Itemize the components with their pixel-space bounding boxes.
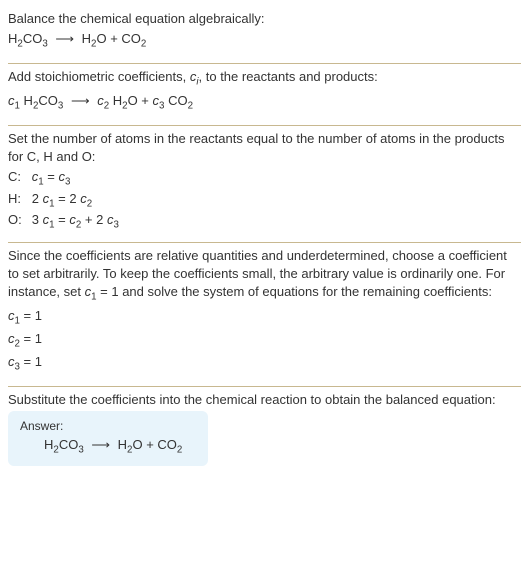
c-rhs-sub: 3	[65, 177, 70, 188]
sp1: H	[20, 93, 33, 108]
arrow-1: ⟶	[51, 30, 78, 48]
atom-eq-h: 2 c1 = 2 c2	[32, 190, 125, 211]
atoms-text: Set the number of atoms in the reactants…	[8, 130, 521, 166]
coef-1: c1 = 1	[8, 307, 521, 328]
sp1b: CO	[38, 93, 58, 108]
answer-label: Answer:	[20, 419, 196, 433]
arrow-2: ⟶	[67, 92, 94, 110]
ans-lhs-co-sub: 3	[78, 445, 83, 456]
answer-box: Answer: H2CO3 ⟶ H2O + CO2	[8, 411, 208, 466]
sp2: H	[109, 93, 122, 108]
coef-2: c2 = 1	[8, 330, 521, 351]
section-intro: Balance the chemical equation algebraica…	[8, 6, 521, 63]
solve-text-b: = 1 and solve the system of equations fo…	[97, 284, 492, 299]
rhs-co-sub: 2	[141, 39, 146, 50]
ans-rhs-co-sub: 2	[177, 445, 182, 456]
r2-eq: = 1	[20, 331, 42, 346]
atom-eq-o: 3 c1 = c2 + 2 c3	[32, 211, 125, 232]
stoich-equation: c1 H2CO3 ⟶ c2 H2O + c3 CO2	[8, 92, 521, 113]
rhs-tail: O + CO	[96, 31, 140, 46]
o-eq: =	[55, 212, 70, 227]
o-rhs2-sub: 3	[113, 219, 118, 230]
atom-label-h: H:	[8, 190, 32, 211]
o-mid: + 2	[81, 212, 107, 227]
arrow-3: ⟶	[87, 437, 114, 453]
section-atoms: Set the number of atoms in the reactants…	[8, 126, 521, 242]
sp2b: O +	[128, 93, 153, 108]
substitute-text: Substitute the coefficients into the che…	[8, 391, 521, 409]
atom-row-h: H: 2 c1 = 2 c2	[8, 190, 125, 211]
ans-rhs-tail: O + CO	[132, 437, 176, 452]
sp3-sub: 2	[188, 100, 193, 111]
r3-eq: = 1	[20, 354, 42, 369]
lhs-co-sub: 3	[42, 39, 47, 50]
h-rhs-sub: 2	[87, 198, 92, 209]
unbalanced-equation: H2CO3 ⟶ H2O + CO2	[8, 30, 521, 51]
solve-text: Since the coefficients are relative quan…	[8, 247, 521, 305]
r1-eq: = 1	[20, 308, 42, 323]
atom-label-c: C:	[8, 168, 32, 189]
atom-equations-table: C: c1 = c3 H: 2 c1 = 2 c2 O: 3 c1 = c2 +…	[8, 168, 125, 232]
h-pre: 2	[32, 191, 43, 206]
lhs-h: H	[8, 31, 17, 46]
rhs-h: H	[82, 31, 91, 46]
h-eq: = 2	[55, 191, 81, 206]
sp3: CO	[164, 93, 187, 108]
section-stoich: Add stoichiometric coefficients, ci, to …	[8, 64, 521, 124]
stoich-text: Add stoichiometric coefficients, ci, to …	[8, 68, 521, 89]
ans-rhs-h: H	[118, 437, 127, 452]
o-pre: 3	[32, 212, 43, 227]
stoich-text-a: Add stoichiometric coefficients,	[8, 69, 190, 84]
balanced-equation: H2CO3 ⟶ H2O + CO2	[20, 437, 196, 456]
intro-text: Balance the chemical equation algebraica…	[8, 10, 521, 28]
stoich-text-b: , to the reactants and products:	[199, 69, 378, 84]
atom-row-c: C: c1 = c3	[8, 168, 125, 189]
ans-lhs-h: H	[44, 437, 53, 452]
section-solve: Since the coefficients are relative quan…	[8, 243, 521, 386]
c-eq: =	[44, 169, 59, 184]
atom-eq-c: c1 = c3	[32, 168, 125, 189]
section-answer: Substitute the coefficients into the che…	[8, 387, 521, 476]
atom-row-o: O: 3 c1 = c2 + 2 c3	[8, 211, 125, 232]
coef-3: c3 = 1	[8, 353, 521, 374]
lhs-co: CO	[23, 31, 43, 46]
atom-label-o: O:	[8, 211, 32, 232]
sp1b-sub: 3	[58, 100, 63, 111]
ans-lhs-co: CO	[59, 437, 79, 452]
